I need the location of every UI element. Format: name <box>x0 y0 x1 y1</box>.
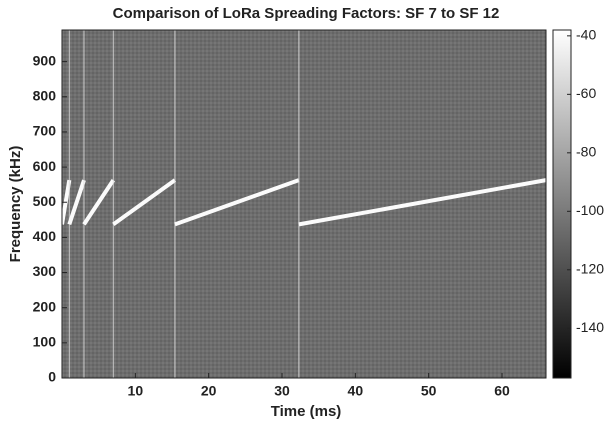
chirp <box>82 178 116 226</box>
colorbar-tick-label: -60 <box>576 85 596 101</box>
y-tick-label: 400 <box>33 228 57 244</box>
y-tick-label: 900 <box>33 52 57 68</box>
y-tick-label: 0 <box>48 369 56 385</box>
y-tick-label: 300 <box>33 263 57 279</box>
x-axis-label: Time (ms) <box>271 403 342 420</box>
x-tick-label: 60 <box>494 383 510 399</box>
colorbar-tick-label: -40 <box>576 27 596 43</box>
x-tick-label: 20 <box>201 383 217 399</box>
y-tick-label: 100 <box>33 334 57 350</box>
plot-frame <box>61 29 547 379</box>
x-tick-label: 30 <box>274 383 290 399</box>
noise-texture <box>62 30 546 378</box>
x-tick-label: 40 <box>348 383 364 399</box>
x-tick-label: 10 <box>128 383 144 399</box>
colorbar-tick-label: -100 <box>576 202 604 218</box>
colorbar-tick-label: -120 <box>576 261 604 277</box>
y-tick-label: 800 <box>33 87 57 103</box>
chirp <box>112 178 177 227</box>
colorbar <box>552 29 572 379</box>
y-tick-label: 500 <box>33 193 57 209</box>
chirp <box>67 179 86 226</box>
x-tick-label: 50 <box>421 383 437 399</box>
y-axis-label: Frequency (kHz) <box>7 146 24 263</box>
y-tick-label: 700 <box>33 123 57 139</box>
y-tick-label: 600 <box>33 158 57 174</box>
y-tick-label: 200 <box>33 298 57 314</box>
colorbar-tick-label: -140 <box>576 319 604 335</box>
chirp <box>298 178 547 227</box>
chart-title: Comparison of LoRa Spreading Factors: SF… <box>113 5 500 22</box>
colorbar-tick-label: -80 <box>576 144 596 160</box>
chirp <box>174 178 300 227</box>
